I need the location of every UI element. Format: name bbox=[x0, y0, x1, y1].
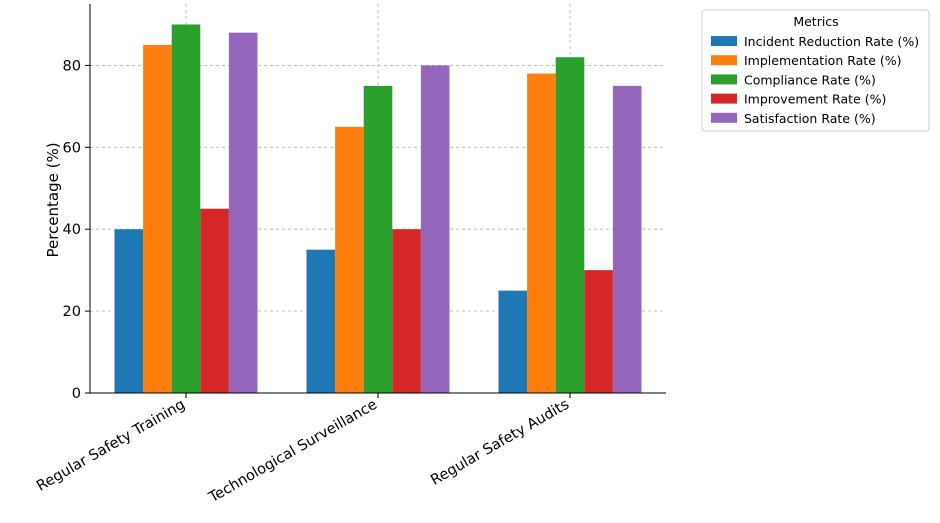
x-ticks: Regular Safety Training Technological Sur… bbox=[34, 393, 572, 507]
legend-label: Satisfaction Rate (%) bbox=[744, 111, 876, 126]
bar bbox=[420, 65, 450, 393]
legend-swatch bbox=[711, 36, 737, 46]
bar bbox=[498, 290, 528, 393]
bar bbox=[306, 249, 336, 393]
y-tick-label: 20 bbox=[63, 304, 81, 320]
y-tick-label: 0 bbox=[72, 386, 81, 402]
bar bbox=[555, 57, 585, 394]
legend-swatch bbox=[711, 112, 737, 123]
legend-frame bbox=[701, 9, 930, 132]
bar bbox=[171, 24, 201, 393]
bar bbox=[228, 32, 258, 394]
legend-label: Implementation Rate (%) bbox=[744, 53, 902, 68]
legend: Metrics Incident Reduction Rate (%) Imple… bbox=[701, 9, 930, 132]
x-tick-label: Technological Surveillance bbox=[206, 397, 380, 507]
legend-swatch bbox=[711, 74, 737, 85]
y-tick-label: 40 bbox=[63, 222, 81, 238]
y-tick-label: 80 bbox=[63, 58, 81, 74]
bar bbox=[584, 270, 613, 393]
x-tick-label: Regular Safety Audits bbox=[428, 397, 572, 489]
y-ticks: 0 20 40 60 80 bbox=[63, 58, 90, 402]
bar bbox=[335, 126, 364, 393]
y-axis-label: Percentage (%) bbox=[44, 142, 62, 257]
legend-swatch bbox=[711, 55, 737, 66]
bars bbox=[114, 24, 642, 394]
bar bbox=[527, 73, 556, 393]
bar bbox=[200, 208, 229, 393]
legend-title: Metrics bbox=[793, 14, 838, 29]
bar bbox=[392, 229, 421, 393]
bar bbox=[143, 44, 172, 394]
y-tick-label: 60 bbox=[63, 140, 81, 156]
legend-swatch bbox=[711, 93, 737, 104]
legend-label: Incident Reduction Rate (%) bbox=[744, 34, 919, 49]
bar bbox=[363, 85, 393, 393]
bar bbox=[114, 229, 144, 393]
bar bbox=[612, 85, 642, 393]
legend-label: Improvement Rate (%) bbox=[744, 92, 886, 107]
legend-label: Compliance Rate (%) bbox=[744, 72, 876, 87]
x-tick-label: Regular Safety Training bbox=[34, 397, 188, 495]
